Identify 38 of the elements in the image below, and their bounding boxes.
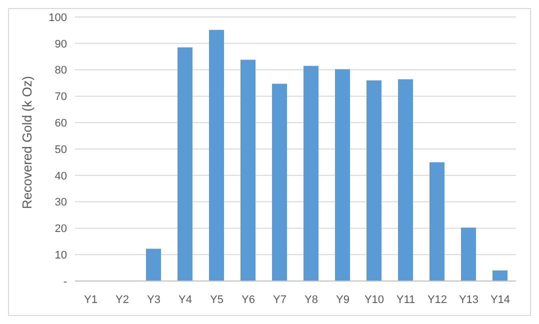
y-tick-label: 10 — [54, 250, 67, 262]
x-tick-label: Y11 — [396, 294, 416, 306]
y-tick-label: 70 — [54, 91, 67, 104]
x-tick-label: Y14 — [490, 294, 510, 306]
y-tick-label: 30 — [54, 196, 67, 209]
bar — [492, 270, 508, 281]
bar — [146, 248, 161, 281]
bar — [430, 162, 444, 281]
x-tick-label: Y5 — [210, 294, 224, 306]
y-tick-label: 100 — [48, 12, 67, 24]
y-tick-label: 20 — [54, 223, 67, 236]
bar — [209, 30, 224, 281]
x-tick-label: Y8 — [304, 294, 318, 306]
x-tick-label: Y3 — [147, 294, 160, 306]
bar — [304, 66, 318, 281]
x-tick-label: Y2 — [116, 294, 129, 306]
bar — [335, 69, 350, 281]
x-tick-label: Y7 — [273, 294, 286, 306]
y-tick-label: 60 — [54, 118, 67, 130]
y-tick-label: 50 — [54, 144, 67, 156]
x-tick-label: Y9 — [336, 294, 350, 306]
bar — [461, 228, 476, 281]
bar — [272, 84, 287, 281]
bar — [398, 79, 413, 281]
y-tick-label: 40 — [54, 170, 67, 182]
y-tick-label: 80 — [54, 64, 67, 77]
x-tick-label: Y4 — [178, 294, 192, 306]
x-tick-label: Y6 — [242, 294, 255, 306]
bar — [366, 80, 382, 281]
y-tick-label: - — [63, 276, 68, 288]
x-tick-label: Y1 — [84, 294, 98, 306]
y-tick-label: 90 — [54, 38, 67, 50]
bar — [178, 47, 192, 281]
x-tick-label: Y13 — [458, 294, 479, 306]
y-axis-title: Recovered Gold (k Oz) — [20, 76, 35, 209]
x-tick-label: Y10 — [364, 294, 384, 306]
bar — [240, 60, 256, 281]
x-tick-label: Y12 — [427, 294, 448, 306]
